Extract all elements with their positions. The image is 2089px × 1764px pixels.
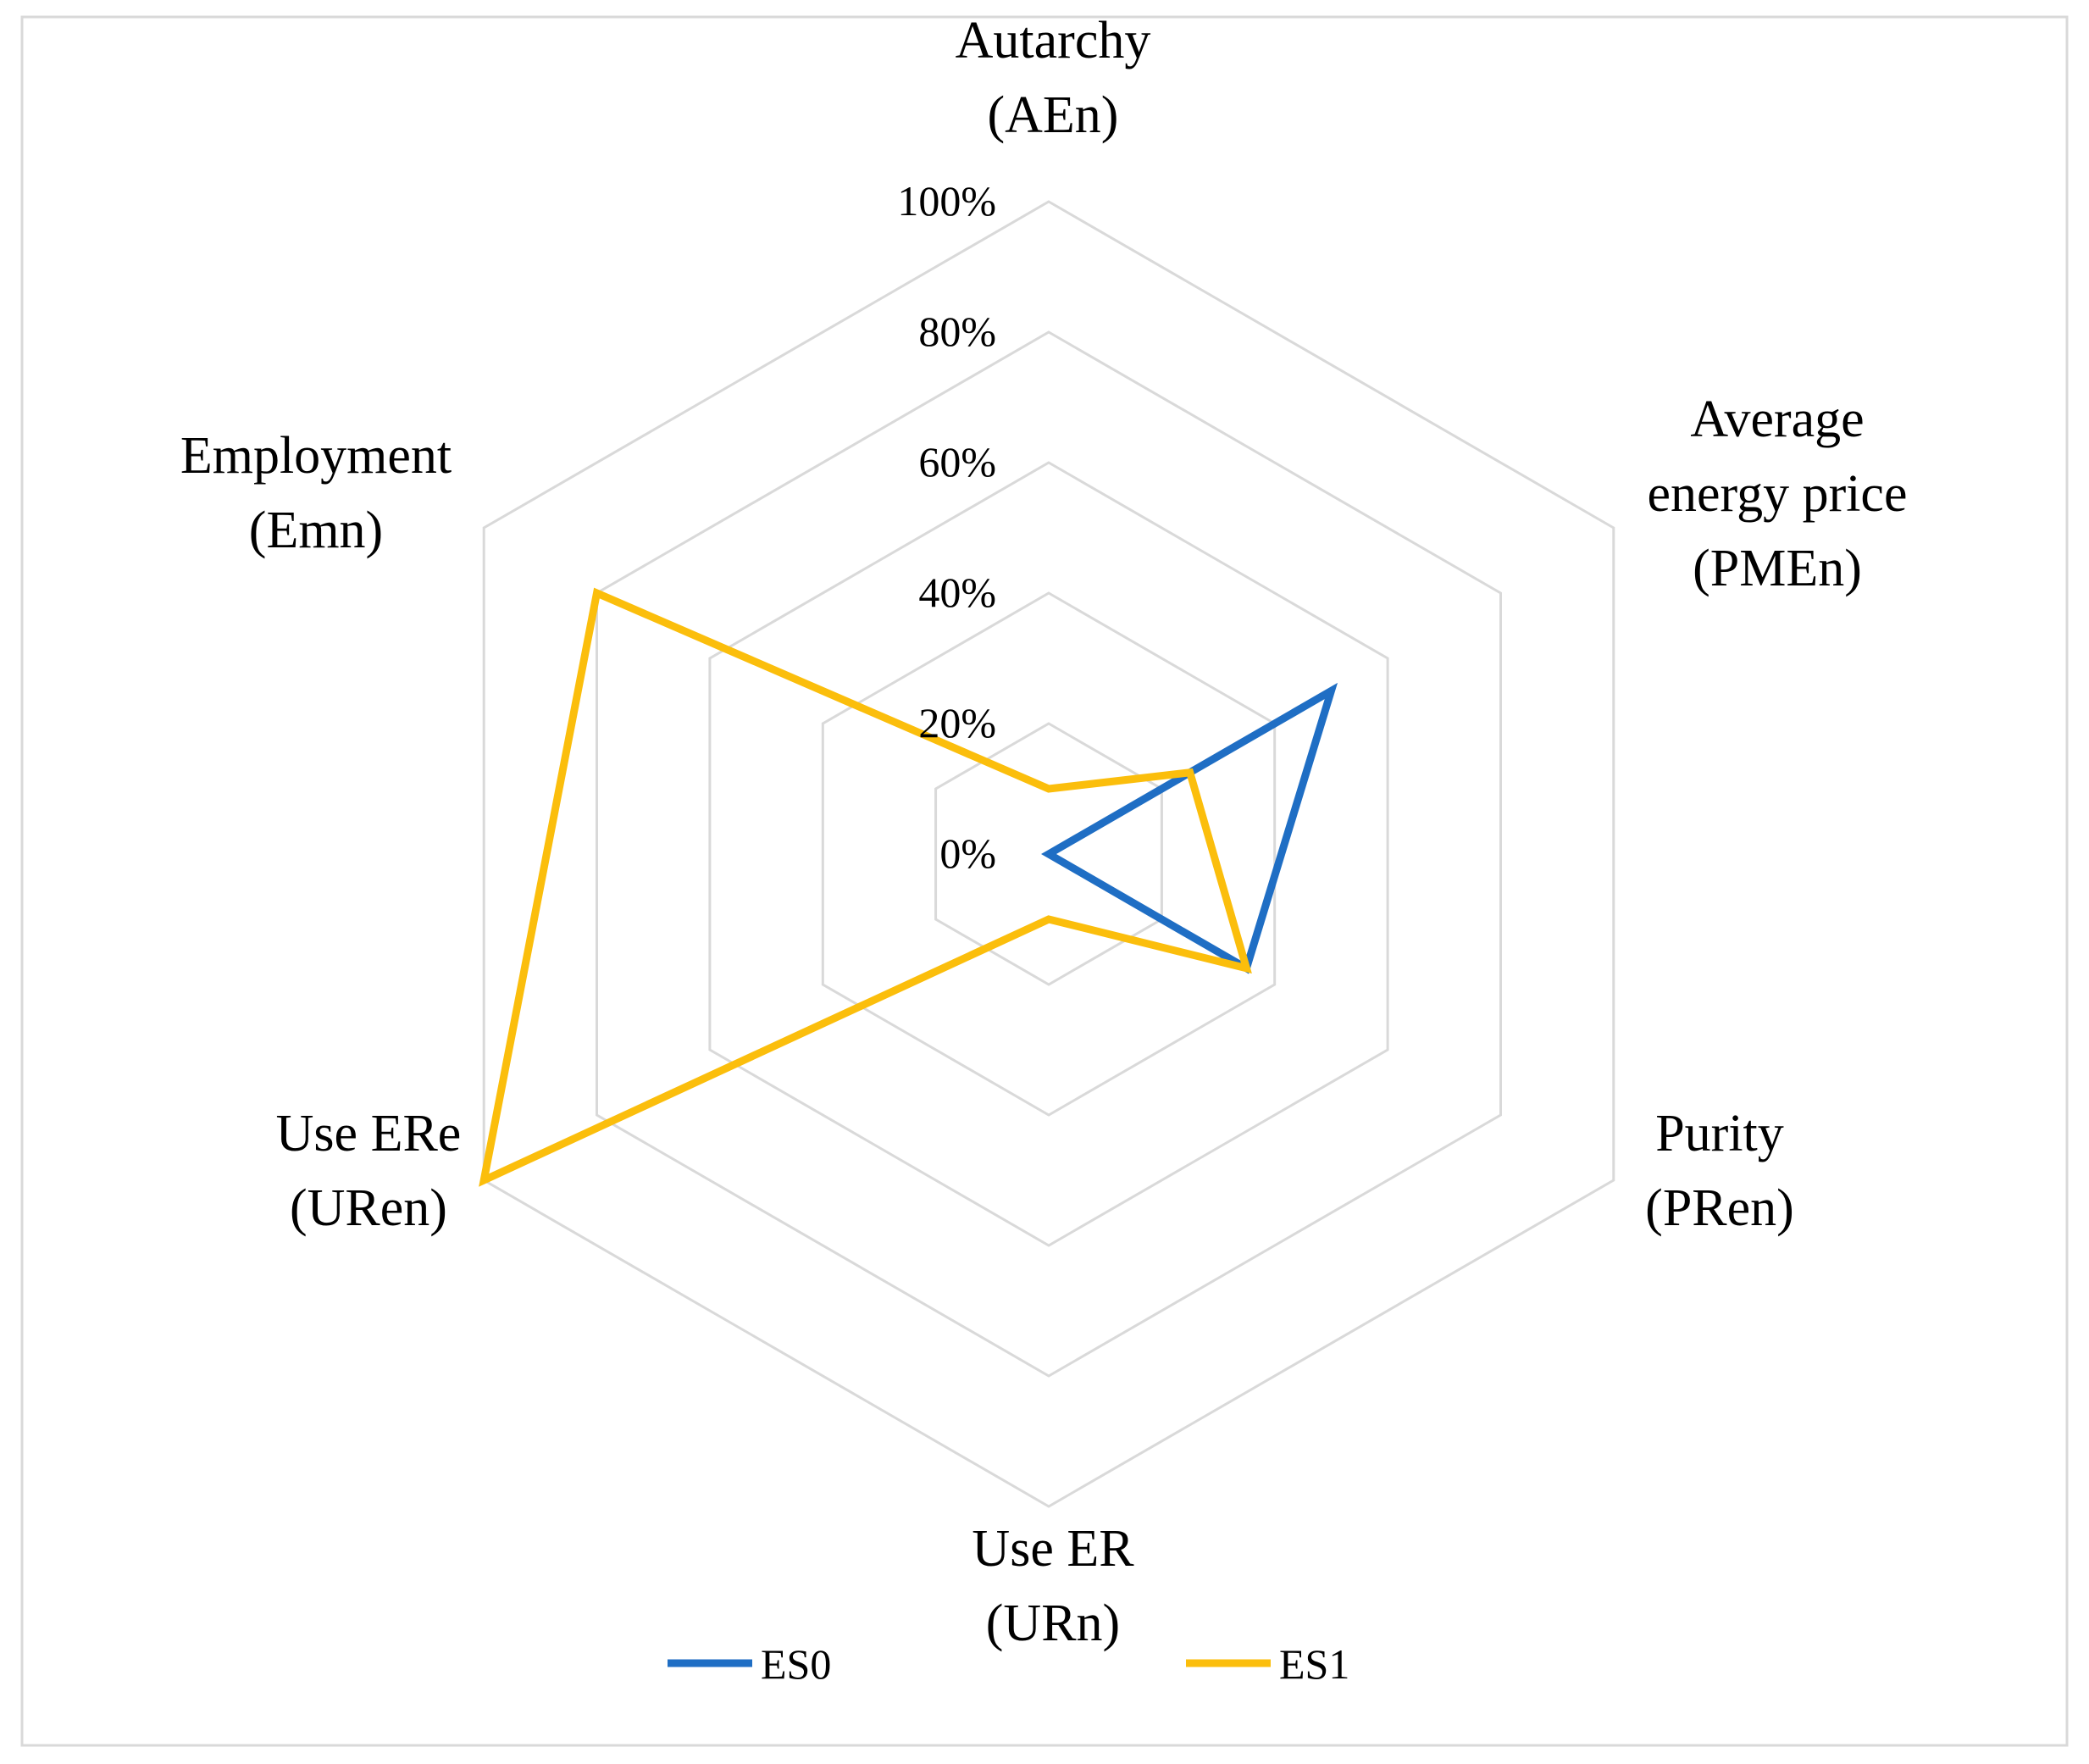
tick-label-20: 20%	[918, 699, 996, 746]
axis-label-use-er: Use ER (URn)	[972, 1520, 1134, 1652]
axis-label-line: (PRen)	[1645, 1179, 1794, 1237]
axis-label-line: (URen)	[290, 1179, 447, 1237]
axis-label-line: (Emn)	[249, 502, 383, 559]
axis-label-line: Use ER	[972, 1520, 1134, 1578]
axis-label-line: Autarchy	[956, 12, 1151, 69]
axis-label-line: (PMEn)	[1693, 540, 1862, 597]
series-layer	[479, 587, 1338, 1187]
tick-labels: 0% 20% 40% 60% 80% 100%	[897, 177, 996, 877]
tick-label-80: 80%	[918, 308, 996, 355]
axis-label-line: (URn)	[986, 1595, 1120, 1652]
legend: ES0 ES1	[668, 1640, 1349, 1688]
chart-frame	[20, 15, 2069, 1747]
axis-label-purity: Purity (PRen)	[1645, 1105, 1794, 1237]
legend-label-es0: ES0	[761, 1640, 831, 1688]
tick-label-60: 60%	[918, 438, 996, 485]
axis-label-line: Purity	[1655, 1105, 1784, 1162]
grid-ring-100	[482, 200, 1615, 1508]
axis-label-line: (AEn)	[988, 86, 1119, 144]
axis-label-use-ere: Use ERe (URen)	[276, 1105, 462, 1237]
tick-label-40: 40%	[918, 569, 996, 616]
axis-label-autarchy: Autarchy (AEn)	[956, 12, 1151, 144]
grid-ring-60	[708, 461, 1389, 1247]
legend-label-es1: ES1	[1279, 1640, 1349, 1688]
axis-label-average-energy-price: Average energy price (PMEn)	[1648, 391, 1908, 597]
axis-label-line: Average	[1690, 391, 1864, 448]
axis-label-line: Employment	[180, 427, 452, 485]
axis-label-line: Use ERe	[276, 1105, 462, 1162]
axis-label-line: energy price	[1648, 465, 1908, 523]
tick-label-100: 100%	[897, 177, 996, 225]
tick-label-0: 0%	[939, 829, 996, 877]
series-line-es1	[479, 587, 1252, 1187]
axis-labels: Autarchy (AEn) Average energy price (PMEn) Pu…	[180, 12, 1908, 1652]
axis-label-employment: Employment (Emn)	[180, 427, 452, 559]
